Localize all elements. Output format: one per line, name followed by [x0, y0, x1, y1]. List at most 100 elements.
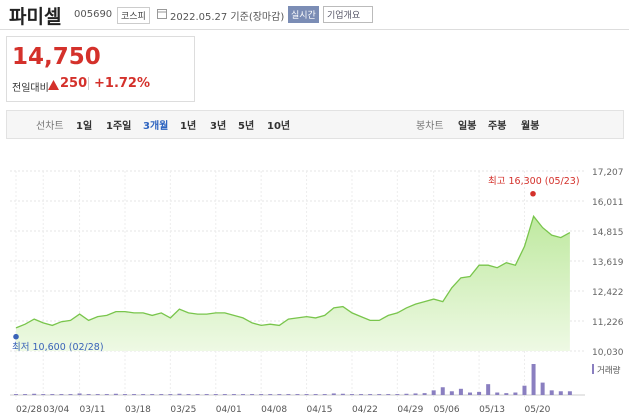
stock-name: 파미셀	[9, 6, 62, 28]
volume-bar	[104, 394, 109, 395]
calendar-icon	[157, 9, 167, 19]
y-tick-label: 10,030	[592, 348, 624, 358]
price-box	[6, 36, 195, 102]
tab[interactable]: 1주일	[106, 121, 132, 132]
volume-bar	[168, 394, 173, 395]
volume-bar	[458, 388, 463, 395]
volume-bar	[277, 394, 282, 395]
volume-bar	[213, 394, 218, 395]
stock-code: 005690	[74, 9, 113, 20]
volume-bar	[159, 394, 164, 395]
volume-bar	[349, 394, 354, 395]
tab[interactable]: 5년	[238, 121, 255, 132]
volume-bar	[440, 387, 445, 395]
annotation: 최고 16,300 (05/23)	[488, 176, 580, 187]
tab-bar	[6, 110, 624, 139]
current-price: 14,750	[12, 44, 101, 70]
divider	[0, 29, 629, 30]
y-tick-label: 16,011	[592, 198, 624, 208]
volume-bar	[486, 384, 491, 395]
volume-bar	[549, 390, 554, 395]
volume-bar	[23, 394, 28, 395]
extreme-dot	[13, 333, 19, 340]
volume-bar	[504, 393, 509, 395]
volume-bar	[177, 393, 182, 395]
volume-bar	[122, 394, 127, 395]
volume-bar	[331, 393, 336, 395]
volume-bar	[322, 394, 327, 395]
volume-bar	[259, 394, 264, 395]
volume-label: 거래량	[597, 365, 621, 376]
tab[interactable]: 3개월	[143, 121, 169, 132]
volume-bar	[204, 394, 209, 395]
volume-bar	[113, 393, 118, 395]
overview-dropdown[interactable]: 기업개요	[323, 6, 374, 23]
volume-bar	[304, 394, 309, 395]
volume-bar	[132, 394, 137, 395]
area-fill	[16, 216, 570, 351]
x-tick-label: 04/29	[397, 405, 423, 415]
base-date: 2022.05.27 기준(장마감)	[170, 12, 285, 23]
x-tick-label: 05/20	[524, 405, 550, 415]
volume-bar	[250, 394, 255, 395]
tab[interactable]: 3년	[210, 121, 227, 132]
volume-bar	[50, 394, 55, 395]
volume-bar	[340, 393, 345, 395]
volume-bar	[422, 393, 427, 395]
volume-bar	[413, 393, 418, 395]
tab[interactable]: 10년	[267, 121, 291, 132]
tab: 봉차트	[416, 121, 444, 132]
up-triangle	[48, 80, 59, 90]
y-tick-label: 13,619	[592, 258, 624, 268]
tab[interactable]: 주봉	[488, 121, 507, 132]
volume-bar	[567, 391, 572, 395]
x-tick-label: 05/06	[434, 405, 460, 415]
volume-bar	[477, 391, 482, 395]
tabs: 선차트 1일 1주일 3개월 1년 3년 5년 10년 봉차트 일봉 주봉 월봉	[0, 117, 629, 133]
volume-bar	[14, 394, 18, 395]
chart: 10,030 11,226 12,422 13,619 14,815 16,011 17,2…	[10, 168, 624, 415]
volume-bar	[313, 394, 318, 395]
tab[interactable]: 1년	[180, 121, 197, 132]
change-label: 전일대비	[12, 83, 49, 94]
tab[interactable]: 월봉	[521, 121, 540, 132]
x-tick-label: 03/18	[125, 405, 151, 415]
volume-bar	[186, 394, 191, 395]
x-tick-label: 04/01	[216, 405, 242, 415]
x-tick-label: 04/08	[261, 405, 287, 415]
volume-bar	[531, 364, 536, 395]
volume-bar	[222, 394, 227, 395]
volume-bar	[540, 382, 545, 395]
tab[interactable]: 일봉	[458, 121, 477, 132]
volume-bar	[241, 394, 245, 395]
volume-bar	[141, 394, 146, 395]
volume-bar	[41, 394, 46, 395]
x-tick-label: 05/13	[479, 405, 505, 415]
volume-bar	[268, 394, 273, 395]
tab[interactable]: 1일	[76, 121, 93, 132]
realtime-button[interactable]: 실시간	[288, 6, 319, 23]
volume-bar	[404, 393, 409, 395]
change-rate: +1.72%	[94, 76, 150, 91]
volume-bar	[386, 394, 391, 395]
volume-bar	[32, 393, 37, 395]
volume-bar	[195, 394, 200, 395]
volume-bar	[59, 394, 64, 395]
volume-bar	[377, 394, 382, 395]
x-tick-label: 03/25	[170, 405, 196, 415]
volume-bar	[295, 394, 300, 395]
tab: 선차트	[36, 121, 64, 132]
y-tick-label: 12,422	[592, 288, 624, 298]
volume-bar	[286, 394, 291, 395]
annotation: 최저 10,600 (02/28)	[12, 342, 104, 353]
x-tick-label: 03/11	[80, 405, 106, 415]
volume-bar	[431, 390, 436, 395]
volume-bar	[231, 394, 236, 395]
extreme-dot	[530, 190, 536, 197]
volume-bar	[95, 394, 100, 395]
volume-bar	[522, 385, 527, 395]
volume-legend-icon	[592, 364, 594, 374]
volume-bar	[359, 394, 364, 395]
x-tick-label: 04/15	[307, 405, 333, 415]
